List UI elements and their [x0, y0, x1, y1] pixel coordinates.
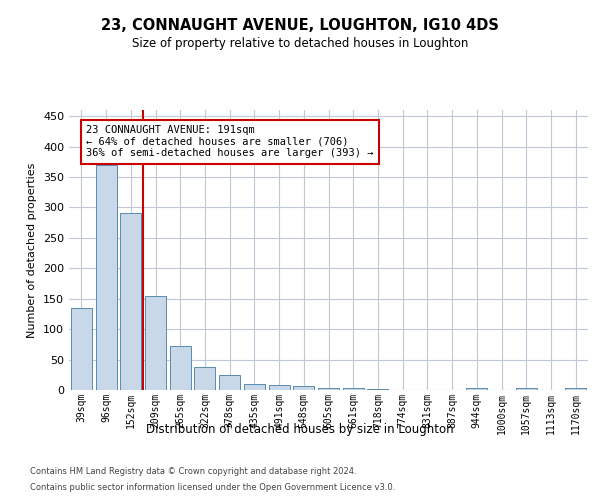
Bar [269, 385, 290, 390]
Bar [170, 346, 191, 390]
Bar [466, 388, 487, 390]
Text: Contains HM Land Registry data © Crown copyright and database right 2024.: Contains HM Land Registry data © Crown c… [30, 468, 356, 476]
Bar [293, 386, 314, 390]
Bar [219, 375, 240, 390]
Bar [367, 389, 388, 390]
Bar [120, 214, 141, 390]
Bar [318, 388, 339, 390]
Text: Contains public sector information licensed under the Open Government Licence v3: Contains public sector information licen… [30, 484, 395, 492]
Bar [343, 388, 364, 390]
Text: 23, CONNAUGHT AVENUE, LOUGHTON, IG10 4DS: 23, CONNAUGHT AVENUE, LOUGHTON, IG10 4DS [101, 18, 499, 32]
Bar [71, 308, 92, 390]
Y-axis label: Number of detached properties: Number of detached properties [28, 162, 37, 338]
Bar [95, 165, 116, 390]
Text: Distribution of detached houses by size in Loughton: Distribution of detached houses by size … [146, 422, 454, 436]
Bar [565, 388, 586, 390]
Bar [194, 368, 215, 390]
Text: Size of property relative to detached houses in Loughton: Size of property relative to detached ho… [132, 38, 468, 51]
Bar [244, 384, 265, 390]
Bar [145, 296, 166, 390]
Bar [516, 388, 537, 390]
Text: 23 CONNAUGHT AVENUE: 191sqm
← 64% of detached houses are smaller (706)
36% of se: 23 CONNAUGHT AVENUE: 191sqm ← 64% of det… [86, 125, 373, 158]
